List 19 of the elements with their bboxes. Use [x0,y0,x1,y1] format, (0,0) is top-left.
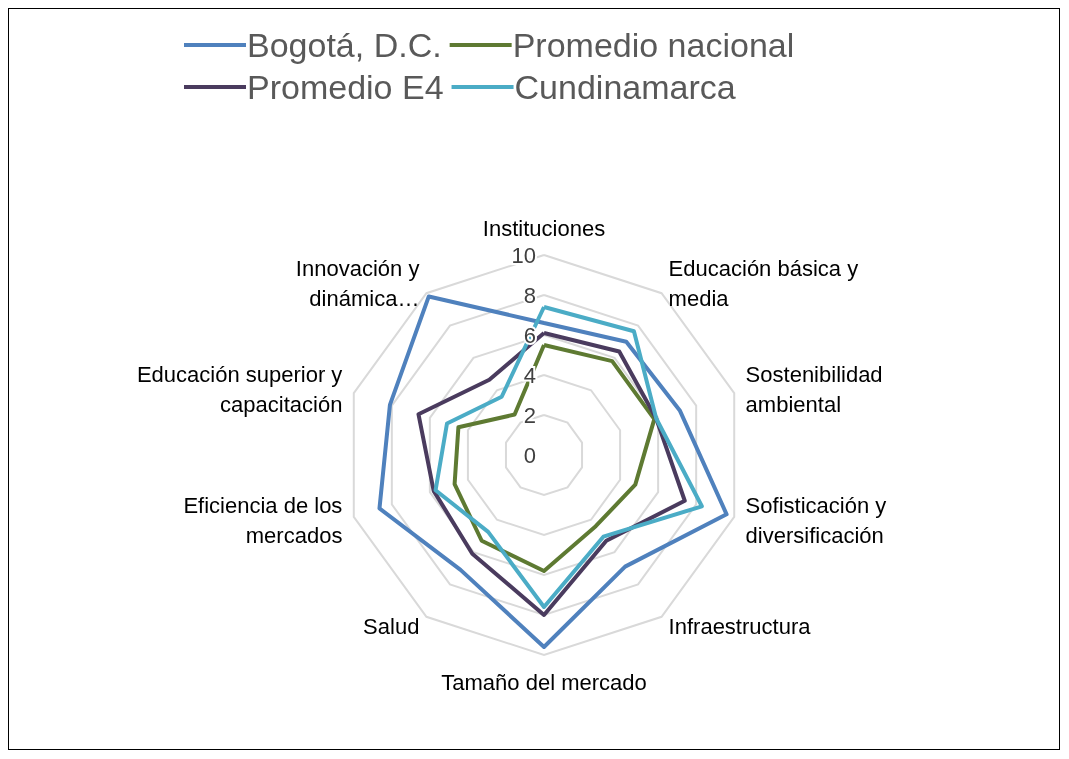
spoke-label: Sofisticación y diversificación [745,493,887,549]
y-tick-label: 0 [523,442,536,468]
y-tick-label: 8 [523,282,536,308]
spoke-label: Infraestructura [668,614,812,640]
spoke-label: Eficiencia de los mercados [183,493,343,549]
legend-label: Promedio nacional [512,26,795,64]
spoke-label: Sostenibilidad ambiental [745,361,883,417]
y-tick-label: 2 [523,402,536,428]
legend-label: Cundinamarca [514,68,736,106]
y-tick-label: 10 [511,242,536,268]
spoke-label: Tamaño del mercado [441,669,647,695]
legend-label: Bogotá, D.C. [247,26,442,64]
spoke-label: Salud [363,614,420,640]
spoke-label: Educación básica y media [668,255,859,311]
y-tick-label: 6 [523,322,536,348]
spoke-label: Instituciones [482,215,606,241]
spoke-label: Innovación y dinámica… [295,255,420,311]
legend-label: Promedio E4 [247,68,444,106]
spoke-label: Educación superior y capacitación [136,361,343,417]
